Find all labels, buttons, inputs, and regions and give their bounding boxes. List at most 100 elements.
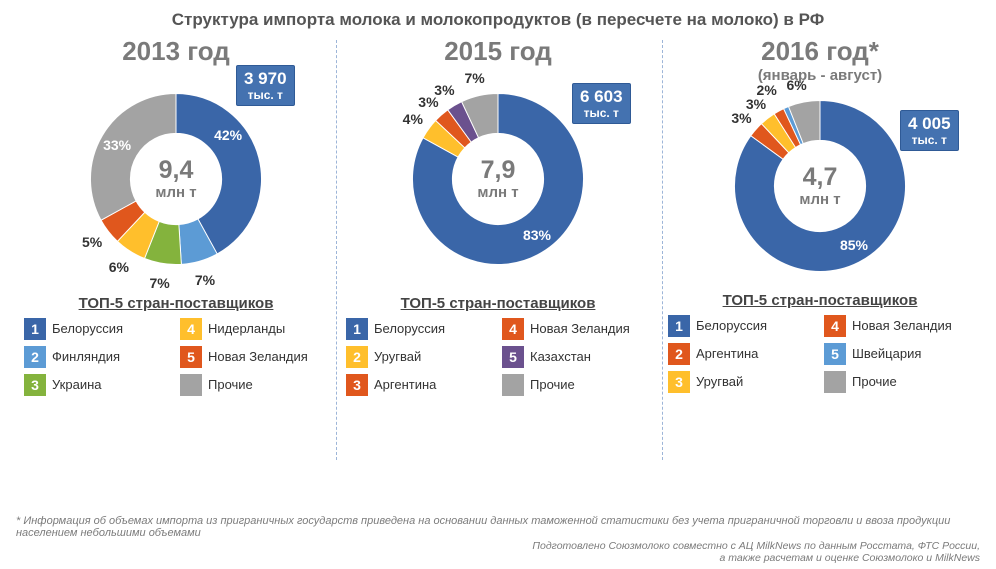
legend-item: Прочие bbox=[824, 371, 972, 393]
legend-title: ТОП-5 стран-поставщиков bbox=[338, 295, 658, 312]
legend-swatch: 5 bbox=[180, 346, 202, 368]
legend-swatch: 1 bbox=[346, 318, 368, 340]
legend-swatch: 5 bbox=[502, 346, 524, 368]
legend-label: Нидерланды bbox=[208, 322, 285, 336]
credit: Подготовлено Союзмолоко совместно с АЦ M… bbox=[532, 540, 980, 565]
callout-unit: тыс. т bbox=[244, 89, 287, 103]
legend-item: 4 Нидерланды bbox=[180, 318, 328, 340]
legend-swatch: 4 bbox=[502, 318, 524, 340]
legend-swatch: 3 bbox=[24, 374, 46, 396]
center-text: 7,9 млн т bbox=[477, 157, 518, 201]
legend-swatch: 1 bbox=[24, 318, 46, 340]
legend-item: 2 Уругвай bbox=[346, 346, 494, 368]
center-text: 4,7 млн т bbox=[799, 164, 840, 208]
legend-title: ТОП-5 стран-поставщиков bbox=[660, 292, 980, 309]
legend: 1 Белоруссия 4 Новая Зеландия 2 Аргентина 5 Шве… bbox=[660, 315, 980, 393]
legend-item: 5 Казахстан bbox=[502, 346, 650, 368]
legend-item: 4Новая Зеландия bbox=[502, 318, 650, 340]
legend-item: Прочие bbox=[502, 374, 650, 396]
legend-label: Уругвай bbox=[696, 375, 743, 389]
legend-swatch: 3 bbox=[668, 371, 690, 393]
slice-label: 4% bbox=[403, 111, 423, 127]
legend: 1 Белоруссия 4Новая Зеландия 2 Уругвай 5 Казах… bbox=[338, 318, 658, 396]
legend-swatch: 5 bbox=[824, 343, 846, 365]
center-value: 7,9 bbox=[477, 157, 518, 185]
separator bbox=[336, 40, 337, 460]
legend-swatch bbox=[180, 374, 202, 396]
legend-label: Аргентина bbox=[374, 378, 436, 392]
center-unit: млн т bbox=[477, 185, 518, 202]
legend-label: Белоруссия bbox=[696, 319, 767, 333]
center-text: 9,4 млн т bbox=[155, 157, 196, 201]
slice-label: 7% bbox=[464, 70, 484, 86]
legend-label: Новая Зеландия bbox=[208, 350, 308, 364]
slice-label: 42% bbox=[214, 127, 242, 143]
slice-label: 5% bbox=[82, 234, 102, 250]
legend-title: ТОП-5 стран-поставщиков bbox=[16, 295, 336, 312]
callout-badge: 4 005 тыс. т bbox=[900, 110, 959, 151]
legend-label: Финляндия bbox=[52, 350, 120, 364]
slice-label: 7% bbox=[149, 275, 169, 291]
slice-label: 3% bbox=[434, 82, 454, 98]
legend-item: 2 Финляндия bbox=[24, 346, 172, 368]
legend-item: 1 Белоруссия bbox=[668, 315, 816, 337]
legend-swatch: 4 bbox=[180, 318, 202, 340]
legend-swatch: 2 bbox=[346, 346, 368, 368]
slice-label: 2% bbox=[757, 82, 777, 98]
legend-swatch: 3 bbox=[346, 374, 368, 396]
slice-label: 3% bbox=[746, 96, 766, 112]
callout-badge: 6 603 тыс. т bbox=[572, 83, 631, 124]
year-label: 2015 год bbox=[338, 36, 658, 67]
legend-item: 3 Уругвай bbox=[668, 371, 816, 393]
legend-label: Уругвай bbox=[374, 350, 421, 364]
donut-chart-2013: 9,4 млн т 3 970 тыс. т 42%7%7%6%5%33% bbox=[16, 69, 336, 289]
legend-label: Казахстан bbox=[530, 350, 591, 364]
legend-label: Белоруссия bbox=[52, 322, 123, 336]
panel-2016: 2016 год* (январь - август) 4,7 млн т 4 … bbox=[660, 34, 980, 396]
legend-swatch: 1 bbox=[668, 315, 690, 337]
panel-2013: 2013 год 9,4 млн т 3 970 тыс. т 42%7%7%6… bbox=[16, 34, 336, 396]
center-unit: млн т bbox=[155, 185, 196, 202]
credit-line: а также расчетам и оценке Союзмолоко и M… bbox=[720, 552, 980, 564]
legend-swatch bbox=[502, 374, 524, 396]
slice-label: 85% bbox=[840, 237, 868, 253]
legend-item: 5 Новая Зеландия bbox=[180, 346, 328, 368]
callout-badge: 3 970 тыс. т bbox=[236, 65, 295, 106]
legend-item: 1 Белоруссия bbox=[24, 318, 172, 340]
legend-item: 3 Аргентина bbox=[346, 374, 494, 396]
callout-value: 4 005 bbox=[908, 114, 951, 134]
center-value: 9,4 bbox=[155, 157, 196, 185]
legend-swatch: 2 bbox=[24, 346, 46, 368]
slice-label: 3% bbox=[731, 110, 751, 126]
legend-label: Украина bbox=[52, 378, 102, 392]
legend-label: Белоруссия bbox=[374, 322, 445, 336]
callout-unit: тыс. т bbox=[908, 134, 951, 148]
footnote: * Информация об объемах импорта из пригр… bbox=[16, 515, 966, 539]
legend-item: 1 Белоруссия bbox=[346, 318, 494, 340]
page-title: Структура импорта молока и молокопродукт… bbox=[0, 0, 996, 30]
panel-2015: 2015 год 7,9 млн т 6 603 тыс. т 83% 4% 3% 3… bbox=[338, 34, 658, 396]
legend-label: Прочие bbox=[530, 378, 575, 392]
legend-label: Прочие bbox=[852, 375, 897, 389]
slice-label: 6% bbox=[109, 259, 129, 275]
legend-item: Прочие bbox=[180, 374, 328, 396]
legend-item: 2 Аргентина bbox=[668, 343, 816, 365]
slice-label: 83% bbox=[523, 227, 551, 243]
legend-label: Новая Зеландия bbox=[852, 319, 952, 333]
legend-swatch: 4 bbox=[824, 315, 846, 337]
year-subtitle: (январь - август) bbox=[660, 67, 980, 84]
slice-label: 6% bbox=[786, 77, 806, 93]
donut-chart-2016: 4,7 млн т 4 005 тыс. т 85%3%3%2%6% bbox=[660, 86, 980, 286]
donut-chart-2015: 7,9 млн т 6 603 тыс. т 83%4%3%3%7% bbox=[338, 69, 658, 289]
legend-swatch: 2 bbox=[668, 343, 690, 365]
year-label: 2016 год* bbox=[660, 36, 980, 67]
legend-swatch bbox=[824, 371, 846, 393]
callout-value: 6 603 bbox=[580, 87, 623, 107]
legend-label: Аргентина bbox=[696, 347, 758, 361]
legend-item: 5 Швейцария bbox=[824, 343, 972, 365]
legend: 1 Белоруссия 4 Нидерланды 2 Финляндия 5 Новая З… bbox=[16, 318, 336, 396]
legend-item: 4 Новая Зеландия bbox=[824, 315, 972, 337]
legend-label: Швейцария bbox=[852, 347, 921, 361]
legend-item: 3 Украина bbox=[24, 374, 172, 396]
center-unit: млн т bbox=[799, 192, 840, 209]
